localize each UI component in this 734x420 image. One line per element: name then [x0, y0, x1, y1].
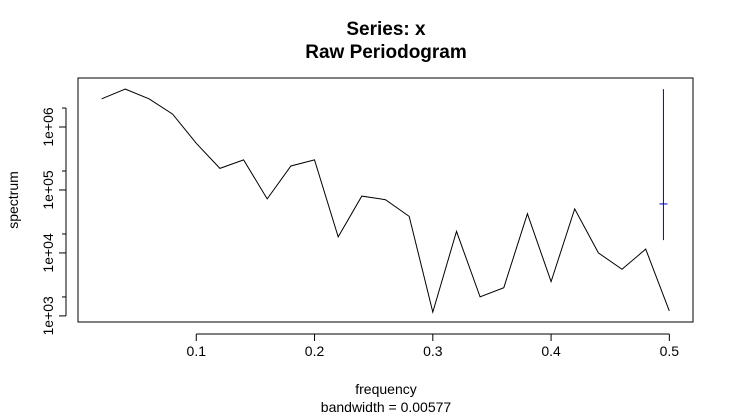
y-tick-label: 1e+06 — [40, 107, 56, 147]
series-layer — [101, 88, 670, 315]
y-tick-label: 1e+03 — [40, 296, 56, 336]
bandwidth-label: bandwidth = 0.00577 — [321, 399, 452, 415]
y-axis-label: spectrum — [5, 171, 21, 229]
x-tick-label: 0.2 — [305, 343, 325, 359]
x-tick-label: 0.5 — [660, 343, 680, 359]
y-tick-label: 1e+04 — [40, 233, 56, 273]
chart-title: Series: x — [346, 19, 426, 40]
x-axis: 0.1 0.2 0.3 0.4 0.5 — [187, 333, 680, 359]
y-axis: 1e+03 1e+04 1e+05 1e+06 — [40, 107, 67, 336]
x-axis-label: frequency — [355, 381, 416, 397]
chart-subtitle: Raw Periodogram — [305, 42, 467, 63]
x-tick-label: 0.4 — [541, 343, 561, 359]
x-tick-label: 0.3 — [423, 343, 443, 359]
plot-frame — [77, 77, 694, 323]
x-tick-label: 0.1 — [187, 343, 207, 359]
confidence-interval — [659, 89, 668, 241]
spectrum-line — [101, 88, 670, 315]
y-tick-label: 1e+05 — [40, 170, 56, 210]
